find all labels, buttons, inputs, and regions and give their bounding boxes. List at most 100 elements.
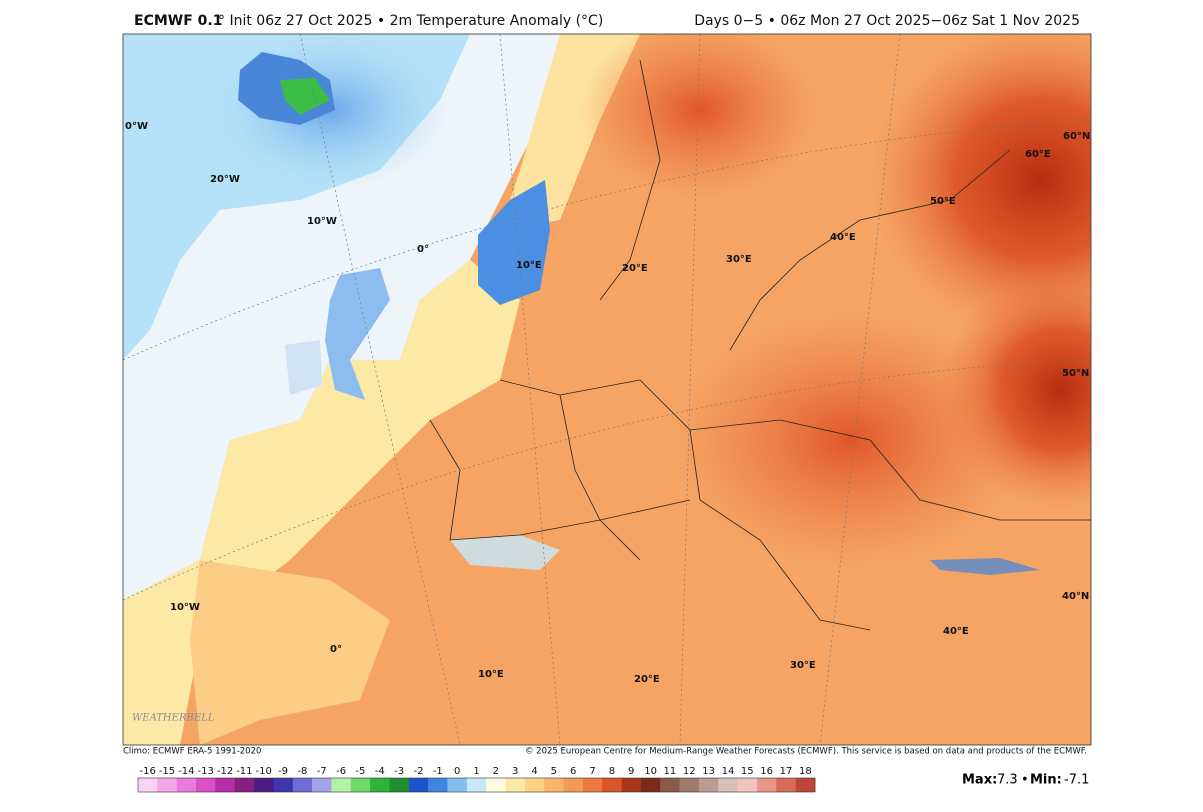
grid-labels: 0°W 20°W 10°W 0° 10°E 20°E 30°E 40°E 50°E 60°E 60°… [125,121,1090,685]
color-swatch [176,778,197,792]
color-swatch [698,778,719,792]
coastal-mild [123,260,520,745]
grid-label: 10°W [170,602,200,613]
colorbar-label: 8 [609,766,615,777]
color-swatch [679,778,700,792]
color-swatch [544,778,564,792]
grid-label: 40°N [1062,591,1089,602]
norway [478,180,550,305]
color-swatch [602,778,622,792]
colorbar-label: 9 [628,766,634,777]
color-swatch [447,778,468,792]
map-title: ° Init 06z 27 Oct 2025 • 2m Temperature … [218,13,603,29]
color-swatch [660,778,680,792]
britain [325,268,390,400]
color-swatch [215,778,236,792]
colorbar-label: 17 [780,766,793,777]
iberia [190,560,390,745]
color-swatch [524,778,545,792]
colorbar-label: 16 [760,766,773,777]
grid-label: 60°N [1063,131,1090,142]
watermark: WEATHERBELL [132,713,215,724]
color-swatch [292,778,313,792]
colorbar-label: -11 [236,766,252,777]
color-swatch [157,778,177,792]
max-label: Max: [962,773,997,788]
color-swatch [428,778,448,792]
colorbar-label: -5 [355,766,365,777]
colorbar-label: -2 [413,766,423,777]
grid-label: 20°E [622,263,648,274]
colorbar-label: -9 [278,766,288,777]
grid-label: 0°W [125,121,148,132]
stats: Max: 7.3 • Min: -7.1 [962,773,1089,788]
colorbar-label: 15 [741,766,754,777]
warm-finland [580,34,820,200]
min-value: -7.1 [1064,773,1089,788]
colorbar-label: 10 [644,766,657,777]
grid-label: 10°W [307,216,337,227]
grid-label: 40°E [830,232,856,243]
borders [429,59,1091,631]
color-swatch [138,778,158,792]
caucasus-cool [930,558,1040,575]
separator: • [1021,773,1029,788]
header: ECMWF 0.1 ° Init 06z 27 Oct 2025 • 2m Te… [134,13,1080,29]
colorbar-label: -14 [178,766,194,777]
colorbar-label: -6 [336,766,346,777]
color-swatch [331,778,352,792]
color-swatch [408,778,429,792]
colorbar-label: 1 [473,766,479,777]
color-swatch [234,778,255,792]
color-swatch [370,778,390,792]
warm-core-north [870,34,1091,340]
grid-label: 0° [330,644,342,655]
colorbar-label: -12 [217,766,233,777]
colorbar-label: 11 [664,766,677,777]
max-value: 7.3 [997,773,1018,788]
grid-label: 50°N [1062,368,1089,379]
color-swatch [196,778,216,792]
grid-label: 10°E [478,669,504,680]
footer: Climo: ECMWF ERA-5 1991-2020 © 2025 Euro… [123,747,1087,757]
graticule [123,34,1091,745]
colorbar-label: -1 [433,766,443,777]
colorbar-label: 3 [512,766,518,777]
color-swatch [718,778,738,792]
grid-label: 20°E [634,674,660,685]
color-swatch [776,778,796,792]
color-swatch [640,778,661,792]
colorbar-label: -16 [139,766,155,777]
map: 0°W 20°W 10°W 0° 10°E 20°E 30°E 40°E 50°E 60°E 60°… [123,34,1091,745]
min-label: Min: [1030,773,1062,788]
model-name: ECMWF 0.1 [134,13,222,29]
valid-period: Days 0−5 • 06z Mon 27 Oct 2025−06z Sat 1… [694,13,1080,29]
colorbar-label: 12 [683,766,696,777]
colorbar-label: 0 [454,766,460,777]
color-swatch [505,778,526,792]
color-swatch [563,778,584,792]
warm-russia [670,310,1030,570]
colorbar-label: -15 [159,766,175,777]
color-swatch [621,778,642,792]
grid-label: 60°E [1025,149,1051,160]
colorbar-label: 18 [799,766,812,777]
grid-label: 30°E [726,254,752,265]
ireland [285,340,322,395]
copyright: © 2025 European Centre for Medium-Range … [525,747,1087,757]
colorbar-label: -7 [317,766,327,777]
color-swatch [312,778,332,792]
colorbar-label: -8 [297,766,307,777]
climo-note: Climo: ECMWF ERA-5 1991-2020 [123,747,261,757]
alps-cool [450,535,560,570]
color-swatch [582,778,603,792]
colorbar-label: 4 [531,766,537,777]
colorbar-label: 5 [551,766,557,777]
grid-label: 10°E [516,260,542,271]
color-swatch [466,778,487,792]
color-swatch [486,778,506,792]
colorbar-label: 13 [702,766,715,777]
colorbar-label: -3 [394,766,404,777]
color-swatch [737,778,758,792]
